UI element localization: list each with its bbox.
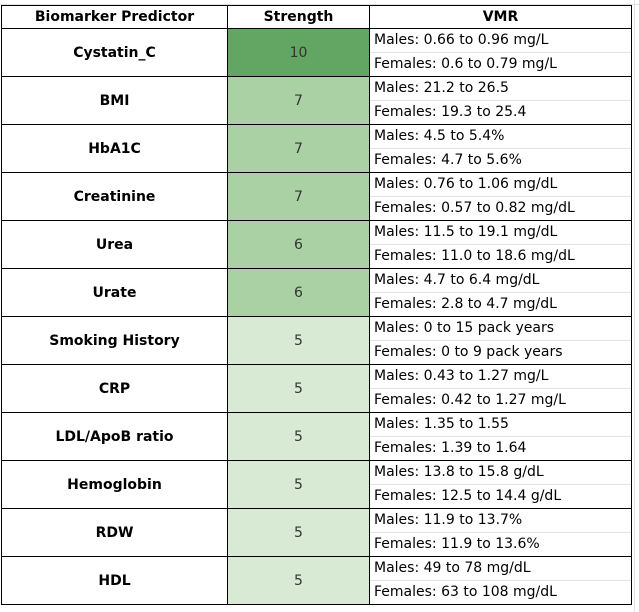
sheet-gridline	[0, 4, 639, 5]
table-row: Hemoglobin 5 Males: 13.8 to 15.8 g/dL Femal…	[1, 460, 632, 509]
table-row: RDW 5 Males: 11.9 to 13.7% Females: 11.9 to…	[1, 508, 632, 557]
vmr-male-range: Males: 0.66 to 0.96 mg/L	[370, 30, 631, 53]
predictor-cell[interactable]: LDL/ApoB ratio	[1, 412, 228, 461]
table-row: BMI 7 Males: 21.2 to 26.5 Females: 19.3 to …	[1, 76, 632, 125]
table-row: CRP 5 Males: 0.43 to 1.27 mg/L Females: 0.4…	[1, 364, 632, 413]
predictor-cell[interactable]: Smoking History	[1, 316, 228, 365]
strength-cell[interactable]: 6	[227, 220, 370, 269]
strength-cell[interactable]: 7	[227, 124, 370, 173]
predictor-cell[interactable]: Urea	[1, 220, 228, 269]
vmr-cell[interactable]: Males: 4.7 to 6.4 mg/dL Females: 2.8 to 4…	[369, 268, 632, 317]
strength-cell[interactable]: 5	[227, 364, 370, 413]
vmr-female-range: Females: 0.6 to 0.79 mg/L	[374, 56, 557, 72]
predictor-cell[interactable]: RDW	[1, 508, 228, 557]
table-row: Creatinine 7 Males: 0.76 to 1.06 mg/dL Fema…	[1, 172, 632, 221]
vmr-female-range: Females: 0.57 to 0.82 mg/dL	[374, 200, 575, 216]
vmr-female-range: Females: 63 to 108 mg/dL	[374, 584, 557, 600]
vmr-cell[interactable]: Males: 0.43 to 1.27 mg/L Females: 0.42 to…	[369, 364, 632, 413]
vmr-cell[interactable]: Males: 13.8 to 15.8 g/dL Females: 12.5 to…	[369, 460, 632, 509]
table-row: LDL/ApoB ratio 5 Males: 1.35 to 1.55 Female…	[1, 412, 632, 461]
vmr-female-range: Females: 4.7 to 5.6%	[374, 152, 522, 168]
vmr-male-range: Males: 0.76 to 1.06 mg/dL	[370, 174, 631, 197]
strength-cell[interactable]: 7	[227, 76, 370, 125]
table-row: Urate 6 Males: 4.7 to 6.4 mg/dL Females: 2.…	[1, 268, 632, 317]
vmr-cell[interactable]: Males: 21.2 to 26.5 Females: 19.3 to 25.4	[369, 76, 632, 125]
predictor-cell[interactable]: CRP	[1, 364, 228, 413]
table-body: Cystatin_C 10 Males: 0.66 to 0.96 mg/L Fema…	[1, 28, 632, 605]
predictor-cell[interactable]: HbA1C	[1, 124, 228, 173]
vmr-female-range: Females: 12.5 to 14.4 g/dL	[374, 488, 562, 504]
vmr-cell[interactable]: Males: 4.5 to 5.4% Females: 4.7 to 5.6%	[369, 124, 632, 173]
vmr-female-range: Females: 11.0 to 18.6 mg/dL	[374, 248, 575, 264]
header-row: Biomarker Predictor Strength VMR	[1, 5, 632, 29]
strength-cell[interactable]: 5	[227, 460, 370, 509]
strength-cell[interactable]: 6	[227, 268, 370, 317]
vmr-male-range: Males: 1.35 to 1.55	[370, 414, 631, 437]
vmr-cell[interactable]: Males: 0.76 to 1.06 mg/dL Females: 0.57 t…	[369, 172, 632, 221]
vmr-male-range: Males: 11.5 to 19.1 mg/dL	[370, 222, 631, 245]
vmr-male-range: Males: 49 to 78 mg/dL	[370, 558, 631, 581]
vmr-male-range: Males: 4.5 to 5.4%	[370, 126, 631, 149]
vmr-female-range: Females: 0 to 9 pack years	[374, 344, 563, 360]
biomarker-table: Biomarker Predictor Strength VMR Cystati…	[1, 5, 632, 605]
table-row: HbA1C 7 Males: 4.5 to 5.4% Females: 4.7 to …	[1, 124, 632, 173]
vmr-male-range: Males: 0.43 to 1.27 mg/L	[370, 366, 631, 389]
predictor-cell[interactable]: Creatinine	[1, 172, 228, 221]
vmr-cell[interactable]: Males: 11.9 to 13.7% Females: 11.9 to 13.…	[369, 508, 632, 557]
vmr-cell[interactable]: Males: 11.5 to 19.1 mg/dL Females: 11.0 t…	[369, 220, 632, 269]
predictor-cell[interactable]: BMI	[1, 76, 228, 125]
predictor-cell[interactable]: HDL	[1, 556, 228, 605]
vmr-cell[interactable]: Males: 0 to 15 pack years Females: 0 to 9…	[369, 316, 632, 365]
vmr-female-range: Females: 19.3 to 25.4	[374, 104, 527, 120]
vmr-cell[interactable]: Males: 1.35 to 1.55 Females: 1.39 to 1.64	[369, 412, 632, 461]
vmr-cell[interactable]: Males: 0.66 to 0.96 mg/L Females: 0.6 to …	[369, 28, 632, 77]
vmr-cell[interactable]: Males: 49 to 78 mg/dL Females: 63 to 108 …	[369, 556, 632, 605]
header-strength[interactable]: Strength	[227, 5, 370, 29]
strength-cell[interactable]: 5	[227, 556, 370, 605]
predictor-cell[interactable]: Cystatin_C	[1, 28, 228, 77]
vmr-female-range: Females: 0.42 to 1.27 mg/L	[374, 392, 566, 408]
vmr-male-range: Males: 0 to 15 pack years	[370, 318, 631, 341]
vmr-male-range: Males: 13.8 to 15.8 g/dL	[370, 462, 631, 485]
predictor-cell[interactable]: Hemoglobin	[1, 460, 228, 509]
header-predictor[interactable]: Biomarker Predictor	[1, 5, 228, 29]
vmr-male-range: Males: 4.7 to 6.4 mg/dL	[370, 270, 631, 293]
sheet-gridline	[634, 0, 635, 612]
table-row: Smoking History 5 Males: 0 to 15 pack year…	[1, 316, 632, 365]
vmr-female-range: Females: 1.39 to 1.64	[374, 440, 527, 456]
predictor-cell[interactable]: Urate	[1, 268, 228, 317]
table-row: Urea 6 Males: 11.5 to 19.1 mg/dL Females: 1…	[1, 220, 632, 269]
vmr-male-range: Males: 21.2 to 26.5	[370, 78, 631, 101]
strength-cell[interactable]: 10	[227, 28, 370, 77]
header-vmr[interactable]: VMR	[369, 5, 632, 29]
strength-cell[interactable]: 5	[227, 316, 370, 365]
table-row: Cystatin_C 10 Males: 0.66 to 0.96 mg/L Fema…	[1, 28, 632, 77]
vmr-male-range: Males: 11.9 to 13.7%	[370, 510, 631, 533]
vmr-female-range: Females: 2.8 to 4.7 mg/dL	[374, 296, 557, 312]
vmr-female-range: Females: 11.9 to 13.6%	[374, 536, 540, 552]
strength-cell[interactable]: 7	[227, 172, 370, 221]
strength-cell[interactable]: 5	[227, 508, 370, 557]
table-row: HDL 5 Males: 49 to 78 mg/dL Females: 63 to …	[1, 556, 632, 605]
strength-cell[interactable]: 5	[227, 412, 370, 461]
